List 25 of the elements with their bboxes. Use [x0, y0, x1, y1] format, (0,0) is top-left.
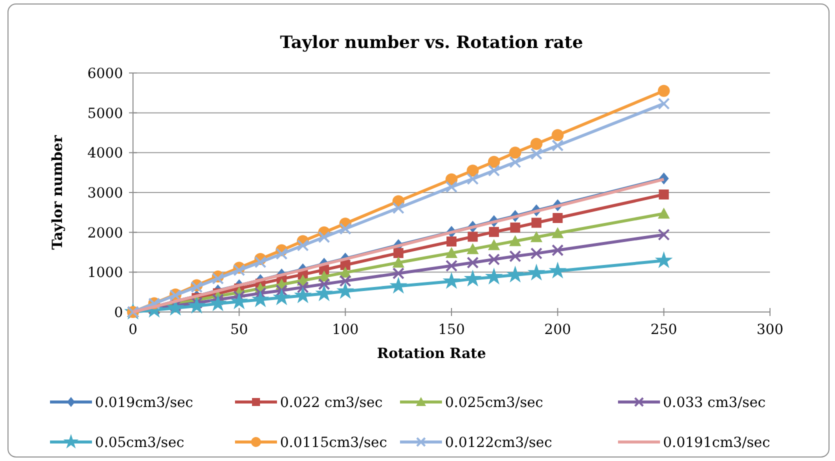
x-tick-label: 150 [438, 322, 465, 338]
y-tick-label: 5000 [87, 106, 123, 122]
y-tick-label: 0 [114, 305, 123, 321]
chart-title: Taylor number vs. Rotation rate [280, 33, 584, 53]
y-tick-label: 6000 [87, 66, 123, 82]
legend-label: 0.019cm3/sec [95, 395, 194, 411]
legend-label: 0.022 cm3/sec [280, 395, 383, 411]
x-tick-label: 200 [544, 322, 572, 338]
x-axis-title: Rotation Rate [376, 346, 486, 362]
y-axis-title: Taylor number [50, 134, 66, 250]
legend-label: 0.0191cm3/sec [663, 435, 770, 451]
legend-label: 0.0115cm3/sec [280, 435, 388, 451]
x-tick-label: 100 [332, 322, 359, 338]
x-tick-label: 50 [230, 322, 248, 338]
x-tick-label: 250 [650, 322, 678, 338]
x-tick-label: 300 [756, 322, 784, 338]
legend-label: 0.025cm3/sec [445, 395, 544, 411]
y-tick-label: 2000 [87, 225, 123, 242]
legend-label: 0.033 cm3/sec [663, 395, 766, 411]
x-tick-label: 0 [128, 322, 138, 338]
y-tick-label: 1000 [87, 265, 123, 282]
y-tick-label: 4000 [87, 146, 123, 162]
legend-label: 0.05cm3/sec [95, 435, 184, 451]
y-tick-label: 3000 [87, 186, 123, 202]
legend-label: 0.0122cm3/sec [445, 435, 552, 451]
